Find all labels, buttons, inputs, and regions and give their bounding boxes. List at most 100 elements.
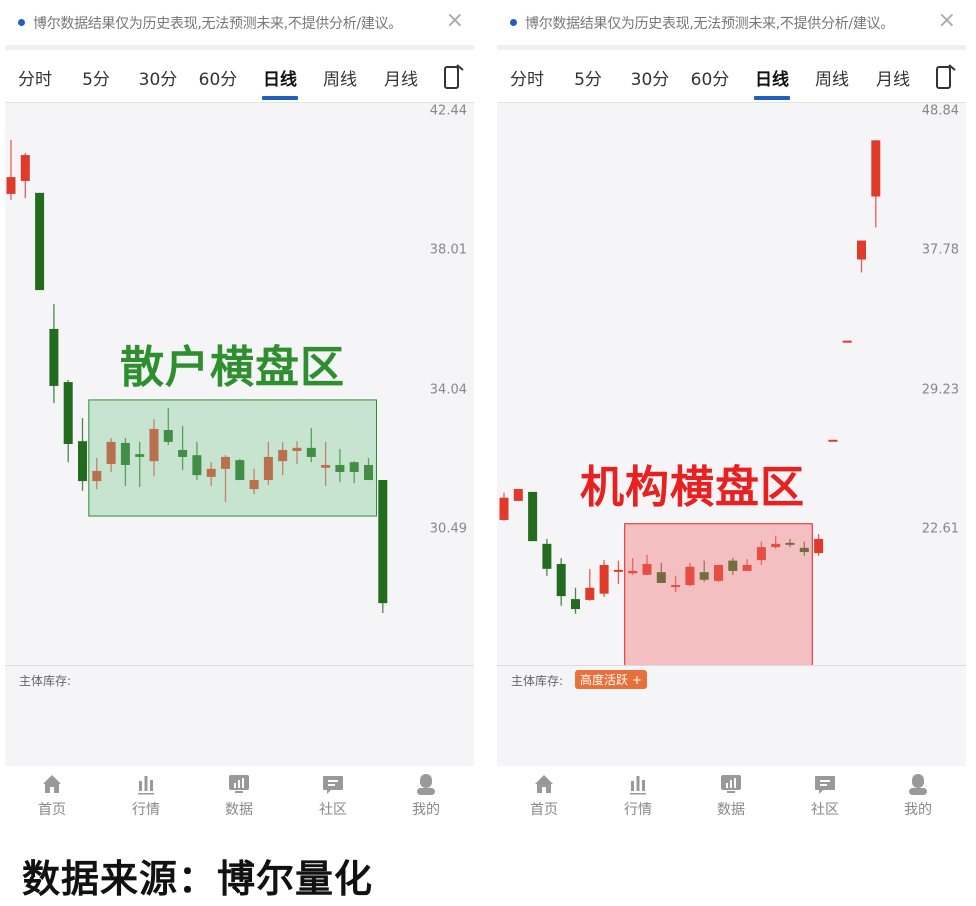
candle-body (585, 587, 595, 600)
nav-label: 社区 (811, 802, 839, 818)
rotate-screen-icon[interactable] (442, 62, 466, 90)
price-axis-label: 22.61 (921, 521, 959, 537)
tab-6[interactable]: 月线 (384, 70, 418, 90)
active-tab-indicator (262, 96, 298, 100)
nav-item-3[interactable]: 社区 (795, 772, 855, 819)
nav-item-3[interactable]: 社区 (303, 772, 363, 819)
nav-item-2[interactable]: 数据 (701, 772, 761, 819)
tab-0[interactable]: 分时 (510, 70, 544, 90)
consolidation-zone-box (88, 399, 378, 517)
tab-1[interactable]: 5分 (574, 70, 602, 90)
candle-body (513, 488, 523, 501)
divider (5, 665, 474, 666)
tab-0[interactable]: 分时 (18, 70, 52, 90)
tab-3[interactable]: 60分 (198, 70, 238, 90)
candle-body (364, 464, 373, 481)
candle-body (120, 442, 130, 465)
close-icon[interactable]: × (937, 8, 956, 33)
nav-item-1[interactable]: 行情 (608, 772, 668, 819)
candle-body (685, 566, 695, 586)
candlestick-chart[interactable]: 48.84 37.78 29.23 22.61 机构横盘区 (497, 103, 966, 766)
candle-body (321, 464, 331, 468)
candle-body (799, 547, 809, 553)
candle-body (263, 456, 273, 481)
candle-body (378, 480, 388, 604)
period-tabs: 分时 5分 30分 60分 日线 周线 月线 (497, 50, 966, 103)
tab-6[interactable]: 月线 (876, 70, 910, 90)
candle-body (528, 491, 538, 542)
candle-body (335, 464, 345, 472)
candle-body (771, 543, 781, 548)
app-screen-2: 博尔数据结果仅为历史表现,无法预测未来,不提供分析/建议。 × 分时 5分 30分 6… (497, 0, 966, 830)
nav-label: 数据 (225, 802, 253, 818)
candle-body (192, 455, 202, 476)
tab-5[interactable]: 周线 (815, 70, 849, 90)
candle-body (613, 569, 623, 572)
nav-item-1[interactable]: 行情 (116, 772, 176, 819)
candle-body (857, 240, 866, 260)
tab-3[interactable]: 60分 (690, 70, 730, 90)
tab-1[interactable]: 5分 (82, 70, 110, 90)
candle-body (728, 560, 738, 571)
candle-body (656, 572, 666, 583)
candle-body (78, 441, 87, 482)
tab-4[interactable]: 日线 (263, 70, 297, 90)
close-icon[interactable]: × (445, 8, 464, 33)
monitor-chart-icon (229, 775, 249, 793)
candle-body (249, 480, 259, 490)
chat-icon (323, 776, 343, 794)
nav-item-4[interactable]: 我的 (396, 772, 456, 819)
home-icon (43, 775, 61, 793)
candle-body (49, 328, 59, 386)
disclaimer-banner: 博尔数据结果仅为历史表现,无法预测未来,不提供分析/建议。 × (5, 0, 474, 45)
candle-body (135, 454, 145, 457)
info-dot-icon (18, 19, 25, 26)
nav-item-0[interactable]: 首页 (514, 772, 574, 819)
candle-body (871, 140, 881, 197)
price-axis-label: 37.78 (921, 242, 959, 258)
nav-label: 我的 (904, 802, 932, 818)
nav-label: 行情 (624, 802, 652, 818)
info-dot-icon (510, 19, 517, 26)
candle-body (599, 564, 609, 594)
price-axis-label: 29.23 (921, 382, 959, 398)
candle-body (6, 177, 16, 194)
tab-2[interactable]: 30分 (138, 70, 178, 90)
candle-body (20, 155, 30, 181)
tab-4[interactable]: 日线 (755, 70, 789, 90)
disclaimer-text: 博尔数据结果仅为历史表现,无法预测未来,不提供分析/建议。 (33, 16, 402, 32)
candle-body (221, 456, 230, 469)
separator (497, 45, 966, 50)
user-icon (417, 774, 435, 795)
nav-label: 我的 (412, 802, 440, 818)
candlestick-chart[interactable]: 42.44 38.01 34.04 30.49 散户横盘区 (5, 103, 474, 665)
price-axis-label: 48.84 (921, 103, 959, 119)
data-source-caption: 数据来源：博尔量化 (22, 857, 374, 901)
holdings-panel: 主体库存: 高度活跃 + (497, 666, 966, 766)
nav-item-2[interactable]: 数据 (209, 772, 269, 819)
rotate-screen-icon[interactable] (934, 62, 958, 90)
candle-body (756, 547, 766, 561)
tab-5[interactable]: 周线 (323, 70, 357, 90)
candle-body (149, 428, 159, 462)
activity-badge[interactable]: 高度活跃 + (575, 670, 647, 689)
monitor-chart-icon (721, 775, 741, 793)
candle-body (35, 192, 45, 291)
candle-body (106, 441, 116, 464)
nav-item-0[interactable]: 首页 (22, 772, 82, 819)
nav-label: 数据 (717, 802, 745, 818)
candle-body (671, 585, 681, 588)
chat-icon (815, 776, 835, 794)
candle-body (349, 462, 359, 472)
candle-body (278, 449, 288, 462)
candle-body (571, 599, 580, 610)
nav-label: 首页 (530, 802, 558, 818)
nav-label: 社区 (319, 802, 347, 818)
zone-label: 机构横盘区 (580, 462, 805, 513)
tab-2[interactable]: 30分 (630, 70, 670, 90)
nav-label: 行情 (132, 802, 160, 818)
candle-body (814, 538, 824, 554)
price-axis-label: 42.44 (429, 103, 467, 119)
nav-item-4[interactable]: 我的 (888, 772, 948, 819)
divider (497, 665, 966, 666)
